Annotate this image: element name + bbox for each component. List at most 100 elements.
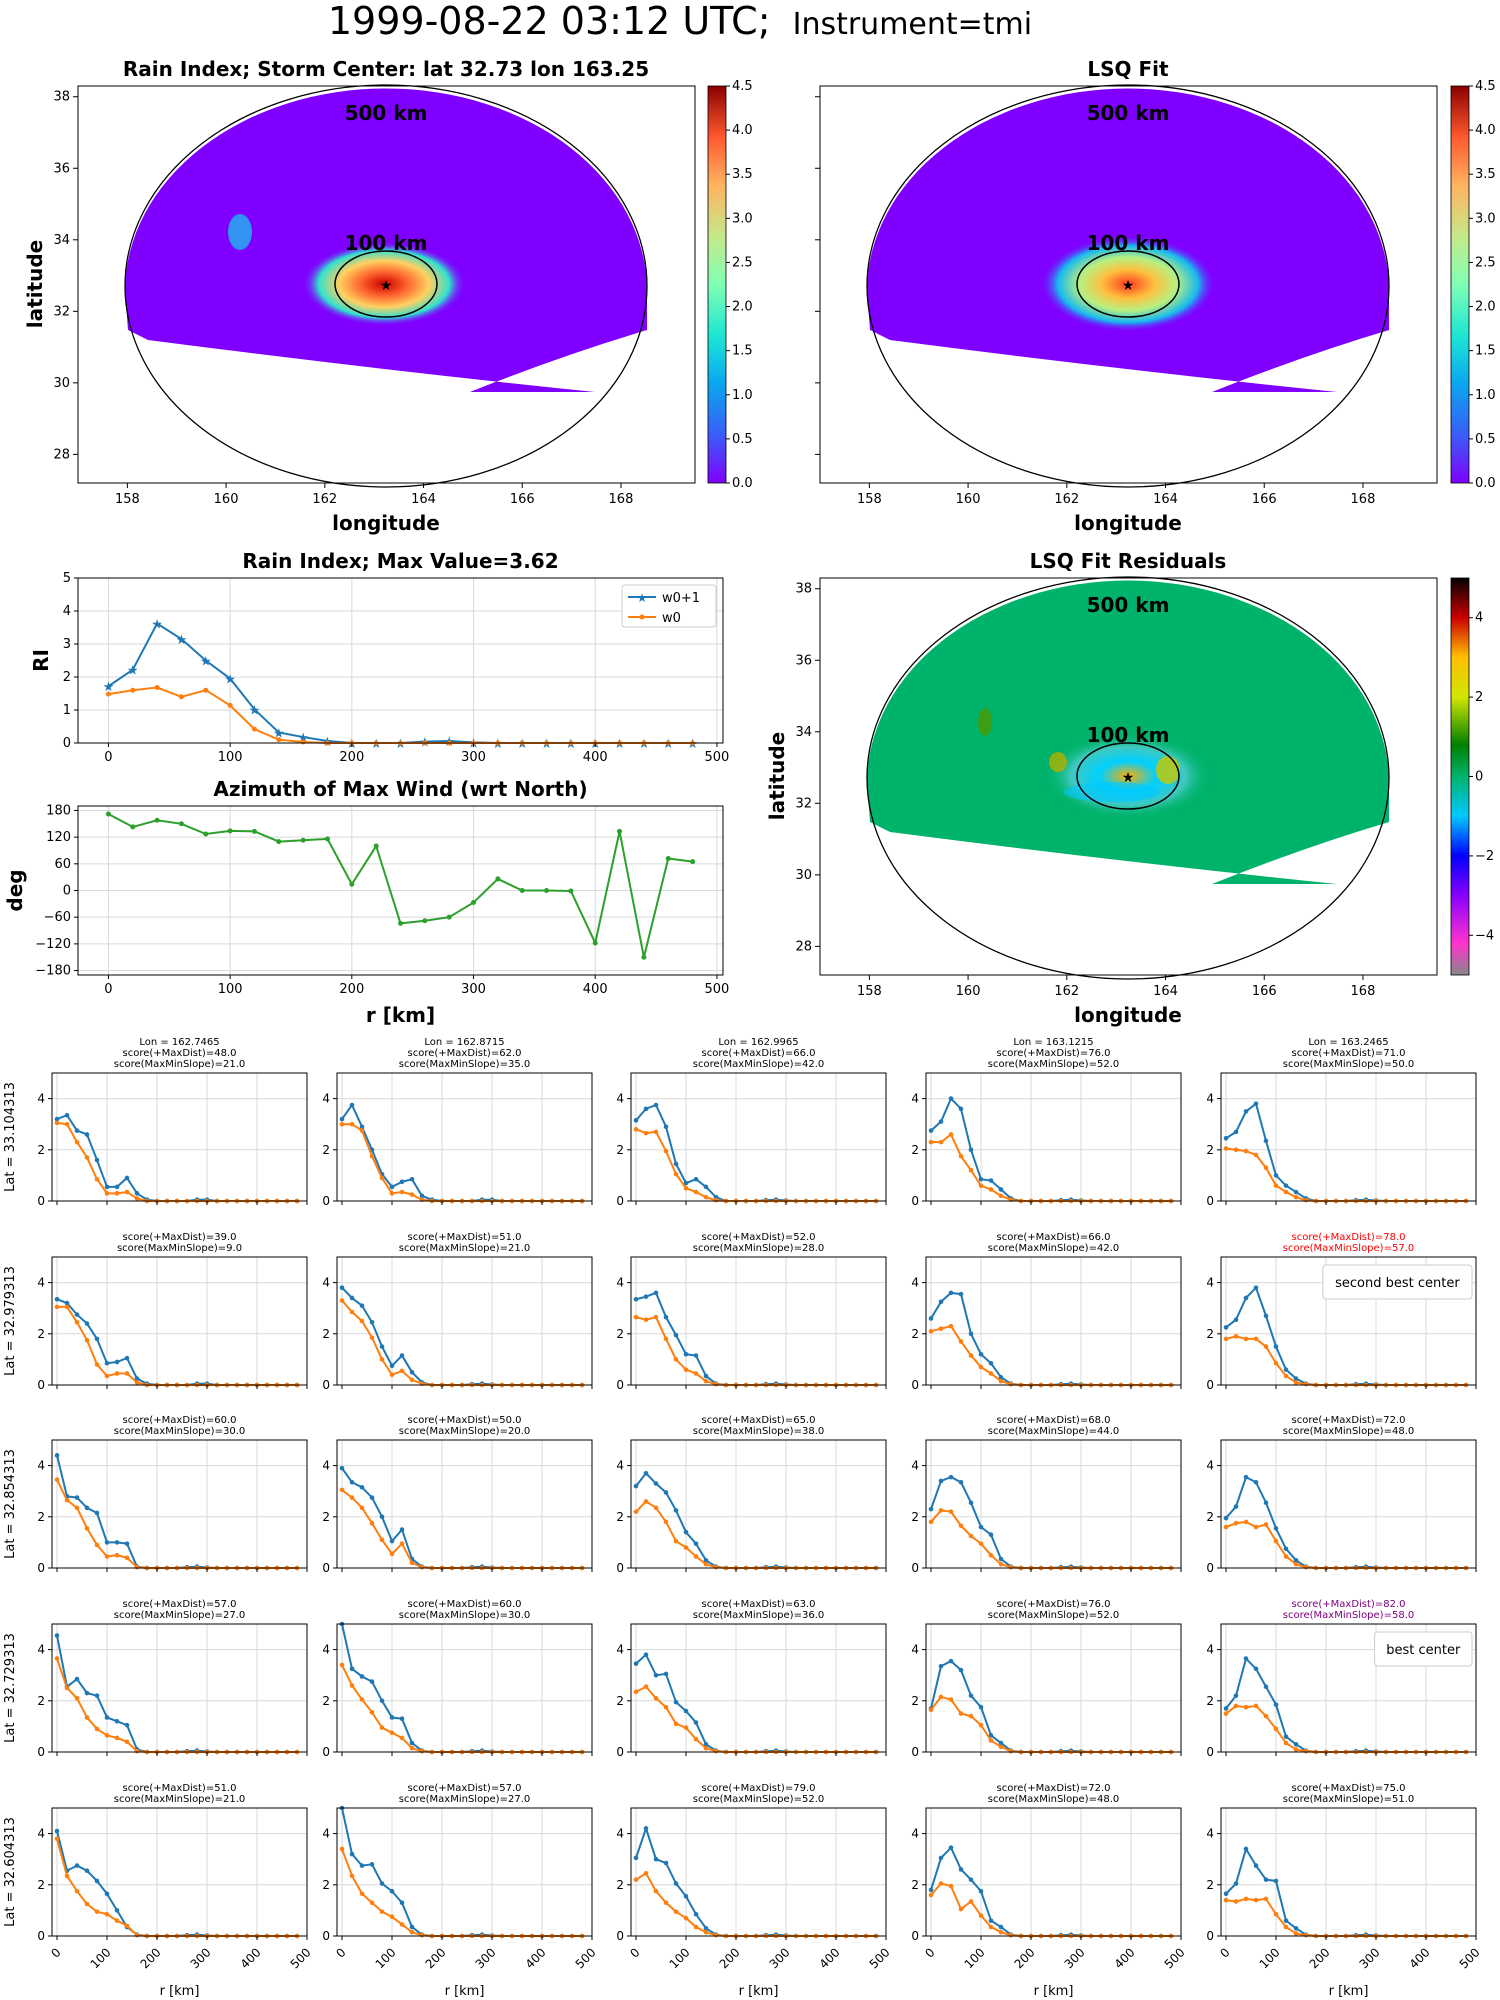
x-tick-label: 0 <box>104 750 112 765</box>
x-tick-label: 200 <box>423 1945 449 1971</box>
map-x-tick-label: 166 <box>510 492 535 507</box>
w0-plus-1-series-point <box>114 1184 120 1190</box>
cell-score-maxminslope: score(MaxMinSlope)=44.0 <box>988 1426 1119 1437</box>
w0-series-line <box>56 1121 297 1202</box>
cell-score-maxdist: score(+MaxDist)=66.0 <box>997 1232 1111 1243</box>
w0-series-point <box>683 1545 689 1550</box>
x-tick-label: 0 <box>48 1945 63 1960</box>
w0-plus-1-series-point <box>998 1556 1004 1562</box>
y-tick-label: 2 <box>1206 1327 1214 1341</box>
w0-series-point <box>978 1541 984 1546</box>
cell-xlabel: r [km] <box>1329 1984 1369 1999</box>
y-tick-label: 2 <box>1206 1510 1214 1524</box>
w0-plus-1-series-point <box>988 1733 994 1738</box>
w0-series-point <box>663 1336 669 1342</box>
w0-plus-1-series-line <box>1225 1475 1466 1569</box>
w0-series-point <box>359 1697 365 1702</box>
map-x-tick-label: 168 <box>1351 492 1376 507</box>
cell-score-maxdist: score(+MaxDist)=48.0 <box>123 1048 237 1059</box>
y-tick-label: 4 <box>616 1276 624 1290</box>
w0-series-point <box>683 1725 689 1730</box>
w0-series-point <box>1233 1520 1239 1526</box>
w0-plus-1-series-line <box>341 1467 582 1569</box>
w0-plus-1-series-point: ★ <box>176 633 188 648</box>
w0-plus-1-series-point: ★ <box>200 655 212 670</box>
y-tick-label: 0 <box>911 1745 919 1759</box>
azimuth-series-point <box>300 837 306 843</box>
w0-plus-1-series-point <box>958 1667 964 1673</box>
w0-series-point <box>968 1713 974 1719</box>
rain-index-colorbar <box>707 85 727 484</box>
w0-series-point <box>958 1339 964 1344</box>
map-x-tick-label: 164 <box>1153 492 1178 507</box>
w0-series-point <box>958 1523 964 1529</box>
azimuth-series-point <box>105 811 111 817</box>
w0-series-point <box>1008 1381 1014 1387</box>
plot-frame <box>51 1807 308 1937</box>
w0-series-point <box>703 1378 709 1384</box>
w0-series-point <box>1263 1522 1269 1527</box>
map-y-tick-label: 30 <box>795 868 812 883</box>
w0-plus-1-series-line <box>635 1471 876 1569</box>
y-tick-label: 4 <box>37 1643 45 1657</box>
plot-frame <box>630 1807 887 1937</box>
cell-score-maxdist: score(+MaxDist)=72.0 <box>1292 1415 1406 1426</box>
plot-frame <box>630 1439 887 1569</box>
w0-series-point <box>349 1309 355 1315</box>
cell-score-maxminslope: score(MaxMinSlope)=38.0 <box>693 1426 824 1437</box>
w0-series-point <box>1008 1932 1014 1938</box>
cell-score-maxminslope: score(MaxMinSlope)=35.0 <box>399 1059 530 1070</box>
cell-score-maxminslope: score(MaxMinSlope)=20.0 <box>399 1426 530 1437</box>
azimuth-series-point <box>203 831 209 837</box>
w0-series-point <box>419 1932 425 1938</box>
w0-series-line <box>57 1305 297 1386</box>
map-x-tick-label: 162 <box>1054 492 1079 507</box>
w0-series-point <box>988 1738 994 1743</box>
w0-series-point <box>104 1554 110 1559</box>
cell-score-maxdist: score(+MaxDist)=57.0 <box>123 1599 237 1610</box>
w0-series-point <box>643 1317 649 1323</box>
y-tick-label: 4 <box>37 1276 45 1290</box>
y-tick-label: 0 <box>616 1929 624 1943</box>
w0-plus-1-series-point <box>369 1495 375 1500</box>
w0-series-point <box>1283 1373 1289 1379</box>
x-tick-label: 500 <box>1162 1945 1188 1971</box>
cell-score-maxminslope: score(MaxMinSlope)=52.0 <box>988 1059 1119 1070</box>
plot-frame <box>925 1256 1182 1386</box>
w0-series-point <box>379 1909 385 1914</box>
y-tick-label: 4 <box>37 1459 45 1473</box>
w0-plus-1-series-line <box>107 622 693 744</box>
x-tick-label: 0 <box>1217 1945 1232 1960</box>
lsq-residuals-map-ylabel: latitude <box>765 732 789 820</box>
w0-plus-1-series-point <box>1243 1656 1249 1661</box>
w0-series-point <box>948 1697 954 1702</box>
y-tick-label: 0 <box>911 1561 919 1575</box>
w0-plus-1-series-line <box>635 1103 876 1202</box>
w0-plus-1-series-point <box>64 1300 70 1306</box>
w0-plus-1-series-line <box>56 1298 297 1386</box>
w0-series-point <box>124 1923 130 1929</box>
w0-series-point <box>948 1509 954 1514</box>
legend-label-w0: w0 <box>662 611 681 626</box>
w0-plus-1-series-point <box>409 1369 415 1375</box>
figure-title: 1999-08-22 03:12 UTC; Instrument=tmi <box>328 0 1032 43</box>
w0-plus-1-series-point <box>673 1508 679 1513</box>
w0-series-point <box>673 1538 679 1544</box>
y-tick-label: 2 <box>322 1143 330 1157</box>
rain-index-500km-circle <box>124 84 648 488</box>
cell-score-maxminslope: score(MaxMinSlope)=58.0 <box>1283 1610 1414 1621</box>
w0-series-point <box>379 1175 385 1181</box>
w0-series-point <box>124 1371 130 1376</box>
w0-series-line <box>930 1882 1171 1937</box>
w0-series-line <box>635 1685 876 1753</box>
w0-series-point <box>1233 1703 1239 1709</box>
lsq-fit-map-x-ticks: 158 160 162 164 166 168 <box>857 483 1375 507</box>
w0-series-point <box>339 1298 345 1303</box>
w0-plus-1-series-point <box>1253 1666 1259 1672</box>
w0-plus-1-series-point <box>968 1331 974 1337</box>
w0-plus-1-series-line <box>1225 1102 1466 1202</box>
w0-plus-1-series-point <box>389 1715 395 1720</box>
w0-series-point <box>74 1505 80 1511</box>
w0-series-point <box>154 685 160 691</box>
